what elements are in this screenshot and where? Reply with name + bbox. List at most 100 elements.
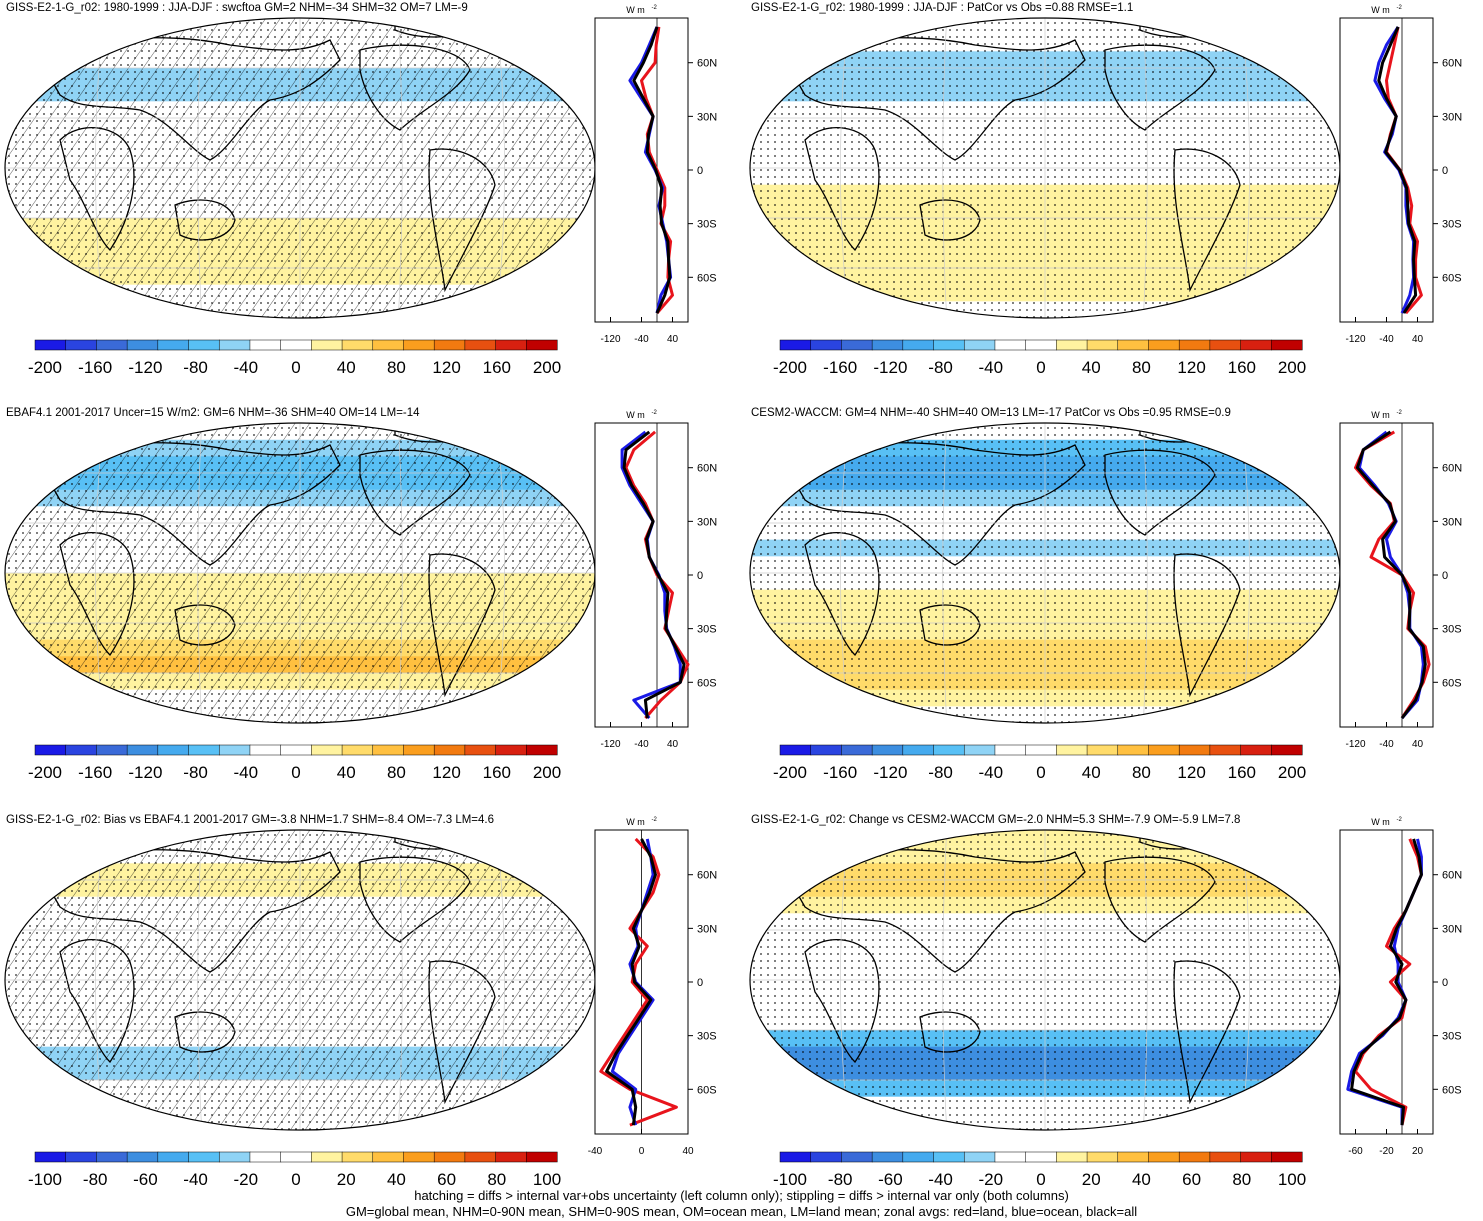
colorbar-tick-label: 60 bbox=[437, 1170, 456, 1189]
colorbar-tick-label: -160 bbox=[823, 763, 857, 782]
coastline bbox=[804, 127, 880, 252]
panel-swcftoa-change: GISS-E2-1-G_r02: 1980-1999 : JJA-DJF : s… bbox=[0, 0, 740, 380]
colorbar-tick-label: -100 bbox=[773, 1170, 807, 1189]
colorbar-swatch bbox=[1209, 1151, 1242, 1163]
zonal-unit-label: W m bbox=[1371, 5, 1390, 15]
zonal-x-tick-label: 40 bbox=[667, 739, 679, 750]
colorbar-tick-label: -40 bbox=[979, 358, 1004, 377]
zonal-x-tick-label: -120 bbox=[600, 334, 620, 345]
colorbar-tick-label: 40 bbox=[337, 763, 356, 782]
world-map bbox=[5, 830, 595, 1130]
colorbar-swatch bbox=[126, 1151, 159, 1163]
colorbar-tick-label: -80 bbox=[83, 1170, 108, 1189]
colorbar: -200 -160 -120 -80 -40 0 40 80 120 160 200 bbox=[773, 339, 1306, 377]
colorbar-swatch bbox=[994, 744, 1027, 756]
colorbar-tick-label: -40 bbox=[183, 1170, 208, 1189]
colorbar-swatch bbox=[188, 1151, 220, 1163]
colorbar-swatch bbox=[126, 339, 159, 351]
colorbar-tick-label: 120 bbox=[1177, 763, 1205, 782]
coastline bbox=[804, 939, 880, 1064]
zonal-unit-label: W m bbox=[626, 410, 645, 420]
colorbar-swatch bbox=[218, 1151, 251, 1163]
colorbar-tick-label: -80 bbox=[183, 358, 208, 377]
panel-ebaf-observations: EBAF4.1 2001-2017 Uncer=15 W/m2: GM=6 NH… bbox=[0, 405, 740, 785]
latitude-tick-label: 60N bbox=[697, 870, 717, 882]
latitude-tick-label: 30N bbox=[1442, 516, 1462, 528]
coastline bbox=[784, 442, 1086, 566]
colorbar-tick-label: -120 bbox=[128, 763, 162, 782]
colorbar-swatch bbox=[157, 1151, 190, 1163]
colorbar-tick-label: 80 bbox=[1132, 358, 1151, 377]
colorbar-swatch bbox=[902, 339, 935, 351]
colorbar-tick-label: -200 bbox=[773, 358, 807, 377]
coastline bbox=[1104, 44, 1216, 131]
zonal-x-tick-label: 0 bbox=[639, 1146, 645, 1157]
colorbar-swatch bbox=[1025, 744, 1057, 756]
colorbar-tick-label: 160 bbox=[1228, 763, 1256, 782]
colorbar-tick-label: -40 bbox=[234, 358, 259, 377]
panel-cesm2-waccm: CESM2-WACCM: GM=4 NHM=-40 SHM=40 OM=13 L… bbox=[745, 405, 1483, 785]
colorbar-swatch bbox=[933, 339, 965, 351]
latitude-tick-label: 30S bbox=[697, 219, 717, 231]
latitude-tick-label: 60N bbox=[697, 58, 717, 70]
colorbar-tick-label: -20 bbox=[979, 1170, 1004, 1189]
colorbar-swatch bbox=[341, 339, 374, 351]
colorbar-swatch bbox=[526, 1151, 558, 1163]
coastline bbox=[174, 1011, 236, 1053]
colorbar-swatch bbox=[65, 1151, 97, 1163]
zonal-line-all bbox=[1377, 26, 1418, 314]
colorbar-swatch bbox=[1178, 1151, 1211, 1163]
colorbar-tick-label: -160 bbox=[78, 763, 112, 782]
colorbar-swatch bbox=[526, 339, 558, 351]
zonal-line-all bbox=[1355, 430, 1427, 720]
world-map bbox=[750, 830, 1340, 1130]
world-map bbox=[5, 18, 595, 318]
zonal-average-plot: W m -2 60N 30N 0 30S 60S -120 -40 40 bbox=[1339, 5, 1462, 345]
colorbar-swatch bbox=[464, 1151, 497, 1163]
colorbar-tick-label: 200 bbox=[1278, 763, 1306, 782]
colorbar-swatch bbox=[526, 744, 558, 756]
latitude-tick-label: 30S bbox=[697, 1031, 717, 1043]
colorbar-tick-label: 40 bbox=[1132, 1170, 1151, 1189]
colorbar-tick-label: -80 bbox=[828, 1170, 853, 1189]
colorbar-tick-label: -80 bbox=[183, 763, 208, 782]
latitude-tick-label: 30S bbox=[697, 624, 717, 636]
colorbar-swatch bbox=[1056, 744, 1088, 756]
coastline bbox=[919, 604, 981, 646]
coastline bbox=[359, 856, 471, 943]
panel-title: GISS-E2-1-G_r02: Bias vs EBAF4.1 2001-20… bbox=[6, 814, 495, 826]
latitude-tick-label: 30S bbox=[1442, 219, 1462, 231]
colorbar-swatch bbox=[280, 339, 312, 351]
coastline bbox=[39, 849, 341, 973]
colorbar-swatch bbox=[188, 744, 220, 756]
colorbar-swatch bbox=[963, 1151, 996, 1163]
panel-title: EBAF4.1 2001-2017 Uncer=15 W/m2: GM=6 NH… bbox=[6, 407, 420, 419]
coastline bbox=[174, 604, 236, 646]
colorbar-swatch bbox=[1025, 339, 1057, 351]
panel-patcor-vs-obs: GISS-E2-1-G_r02: 1980-1999 : JJA-DJF : P… bbox=[745, 0, 1483, 380]
latitude-tick-label: 60S bbox=[697, 677, 717, 689]
colorbar-tick-label: 200 bbox=[533, 358, 561, 377]
colorbar-swatch bbox=[495, 339, 527, 351]
colorbar-tick-label: -160 bbox=[823, 358, 857, 377]
colorbar-swatch bbox=[34, 339, 67, 351]
colorbar-swatch bbox=[994, 339, 1027, 351]
svg-text:-2: -2 bbox=[652, 817, 658, 823]
zonal-x-tick-label: 40 bbox=[1412, 739, 1424, 750]
zonal-unit-label: W m bbox=[626, 817, 645, 827]
colorbar-swatch bbox=[311, 1151, 343, 1163]
colorbar-tick-label: -200 bbox=[28, 763, 62, 782]
colorbar-swatch bbox=[1178, 744, 1211, 756]
zonal-unit-label: W m bbox=[626, 5, 645, 15]
coastline bbox=[784, 849, 1086, 973]
colorbar-tick-label: 160 bbox=[1228, 358, 1256, 377]
colorbar-swatch bbox=[871, 744, 904, 756]
latitude-tick-label: 30N bbox=[1442, 111, 1462, 123]
colorbar-swatch bbox=[1271, 744, 1303, 756]
colorbar: -200 -160 -120 -80 -40 0 40 80 120 160 200 bbox=[773, 744, 1306, 782]
colorbar-tick-label: -20 bbox=[234, 1170, 259, 1189]
colorbar-swatch bbox=[126, 744, 159, 756]
colorbar-swatch bbox=[1148, 339, 1180, 351]
world-map bbox=[750, 18, 1340, 318]
